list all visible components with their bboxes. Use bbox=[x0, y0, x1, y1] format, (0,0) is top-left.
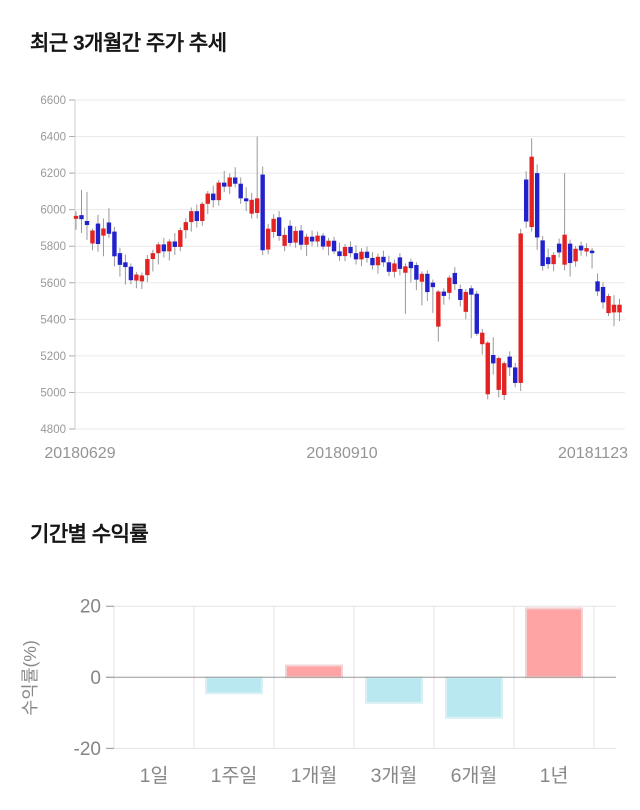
returns-bar-chart: 20 0 -20 1일 1주일 1개월 3개월 6개월 1년 수익률(%) bbox=[20, 597, 616, 787]
price-candles bbox=[73, 136, 622, 401]
returns-y-axis-title: 수익률(%) bbox=[20, 640, 40, 716]
svg-text:6600: 6600 bbox=[40, 95, 66, 107]
svg-text:1년: 1년 bbox=[540, 765, 569, 787]
price-candlestick-chart: 6600 6400 6200 6000 5800 5600 5400 5200 5000 4800… bbox=[40, 95, 628, 462]
svg-text:1개월: 1개월 bbox=[291, 765, 338, 787]
returns-bars bbox=[205, 607, 583, 719]
svg-text:20: 20 bbox=[80, 597, 101, 618]
svg-text:5800: 5800 bbox=[40, 241, 66, 253]
price-x-axis: 20180629 20180910 20181123 bbox=[44, 445, 628, 462]
svg-text:3개월: 3개월 bbox=[371, 765, 418, 787]
svg-text:5200: 5200 bbox=[40, 351, 66, 363]
svg-text:5400: 5400 bbox=[40, 314, 66, 326]
svg-text:5600: 5600 bbox=[40, 278, 66, 290]
svg-text:1주일: 1주일 bbox=[211, 765, 258, 787]
returns-y-axis: 20 0 -20 bbox=[74, 597, 114, 760]
svg-text:6200: 6200 bbox=[40, 168, 66, 180]
svg-text:6400: 6400 bbox=[40, 132, 66, 144]
svg-text:6000: 6000 bbox=[40, 205, 66, 217]
svg-text:-20: -20 bbox=[74, 739, 101, 760]
svg-text:1일: 1일 bbox=[140, 765, 169, 787]
svg-text:20180910: 20180910 bbox=[306, 445, 377, 462]
svg-text:6개월: 6개월 bbox=[451, 765, 498, 787]
price-y-axis: 6600 6400 6200 6000 5800 5600 5400 5200 5000 4800 bbox=[40, 95, 76, 436]
svg-text:0: 0 bbox=[90, 668, 101, 689]
returns-chart-title: 기간별 수익률 bbox=[30, 523, 149, 546]
svg-text:20181123: 20181123 bbox=[558, 445, 628, 462]
svg-text:20180629: 20180629 bbox=[44, 445, 115, 462]
returns-x-axis: 1일 1주일 1개월 3개월 6개월 1년 bbox=[140, 765, 569, 787]
price-chart-title: 최근 3개월간 주가 추세 bbox=[30, 32, 227, 55]
svg-text:5000: 5000 bbox=[40, 387, 66, 399]
svg-text:4800: 4800 bbox=[40, 424, 66, 436]
